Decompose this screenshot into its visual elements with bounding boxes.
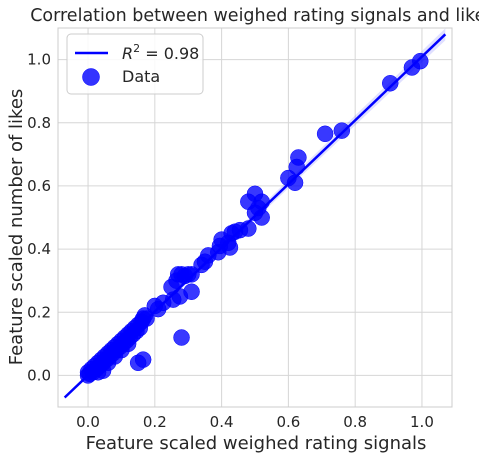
data-point — [222, 240, 238, 256]
x-tick-label: 0.0 — [76, 413, 100, 431]
data-point — [334, 123, 350, 139]
x-tick-label: 0.4 — [210, 413, 234, 431]
y-tick-label: 0.2 — [27, 303, 51, 321]
data-point — [317, 126, 333, 142]
chart-title: Correlation between weighed rating signa… — [30, 6, 479, 26]
y-axis-label: Feature scaled number of likes — [6, 89, 27, 366]
y-tick-label: 0.4 — [27, 240, 51, 258]
y-tick-label: 0.0 — [27, 366, 51, 384]
y-tick-label: 0.6 — [27, 177, 51, 195]
legend: R2 = 0.98 Data — [67, 34, 203, 94]
legend-r-superscript: 2 — [133, 42, 140, 55]
x-axis-label: Feature scaled weighed rating signals — [86, 433, 427, 454]
y-tick-label: 0.8 — [27, 114, 51, 132]
x-tick-label: 0.2 — [143, 413, 167, 431]
y-tick-label: 1.0 — [27, 51, 51, 69]
data-point — [184, 284, 200, 300]
data-point — [412, 53, 428, 69]
data-point — [135, 352, 151, 368]
legend-point-swatch — [83, 69, 100, 86]
legend-r-value: = 0.98 — [140, 44, 199, 63]
data-point — [254, 210, 270, 226]
data-point — [174, 330, 190, 346]
legend-data-label: Data — [122, 67, 160, 86]
x-tick-label: 0.8 — [343, 413, 367, 431]
data-point — [290, 149, 306, 165]
x-tick-label: 1.0 — [410, 413, 434, 431]
legend-r-symbol: R — [122, 44, 133, 63]
x-tick-label: 0.6 — [276, 413, 300, 431]
data-point — [382, 75, 398, 91]
data-point — [287, 175, 303, 191]
data-point — [120, 336, 136, 352]
data-point — [240, 221, 256, 237]
